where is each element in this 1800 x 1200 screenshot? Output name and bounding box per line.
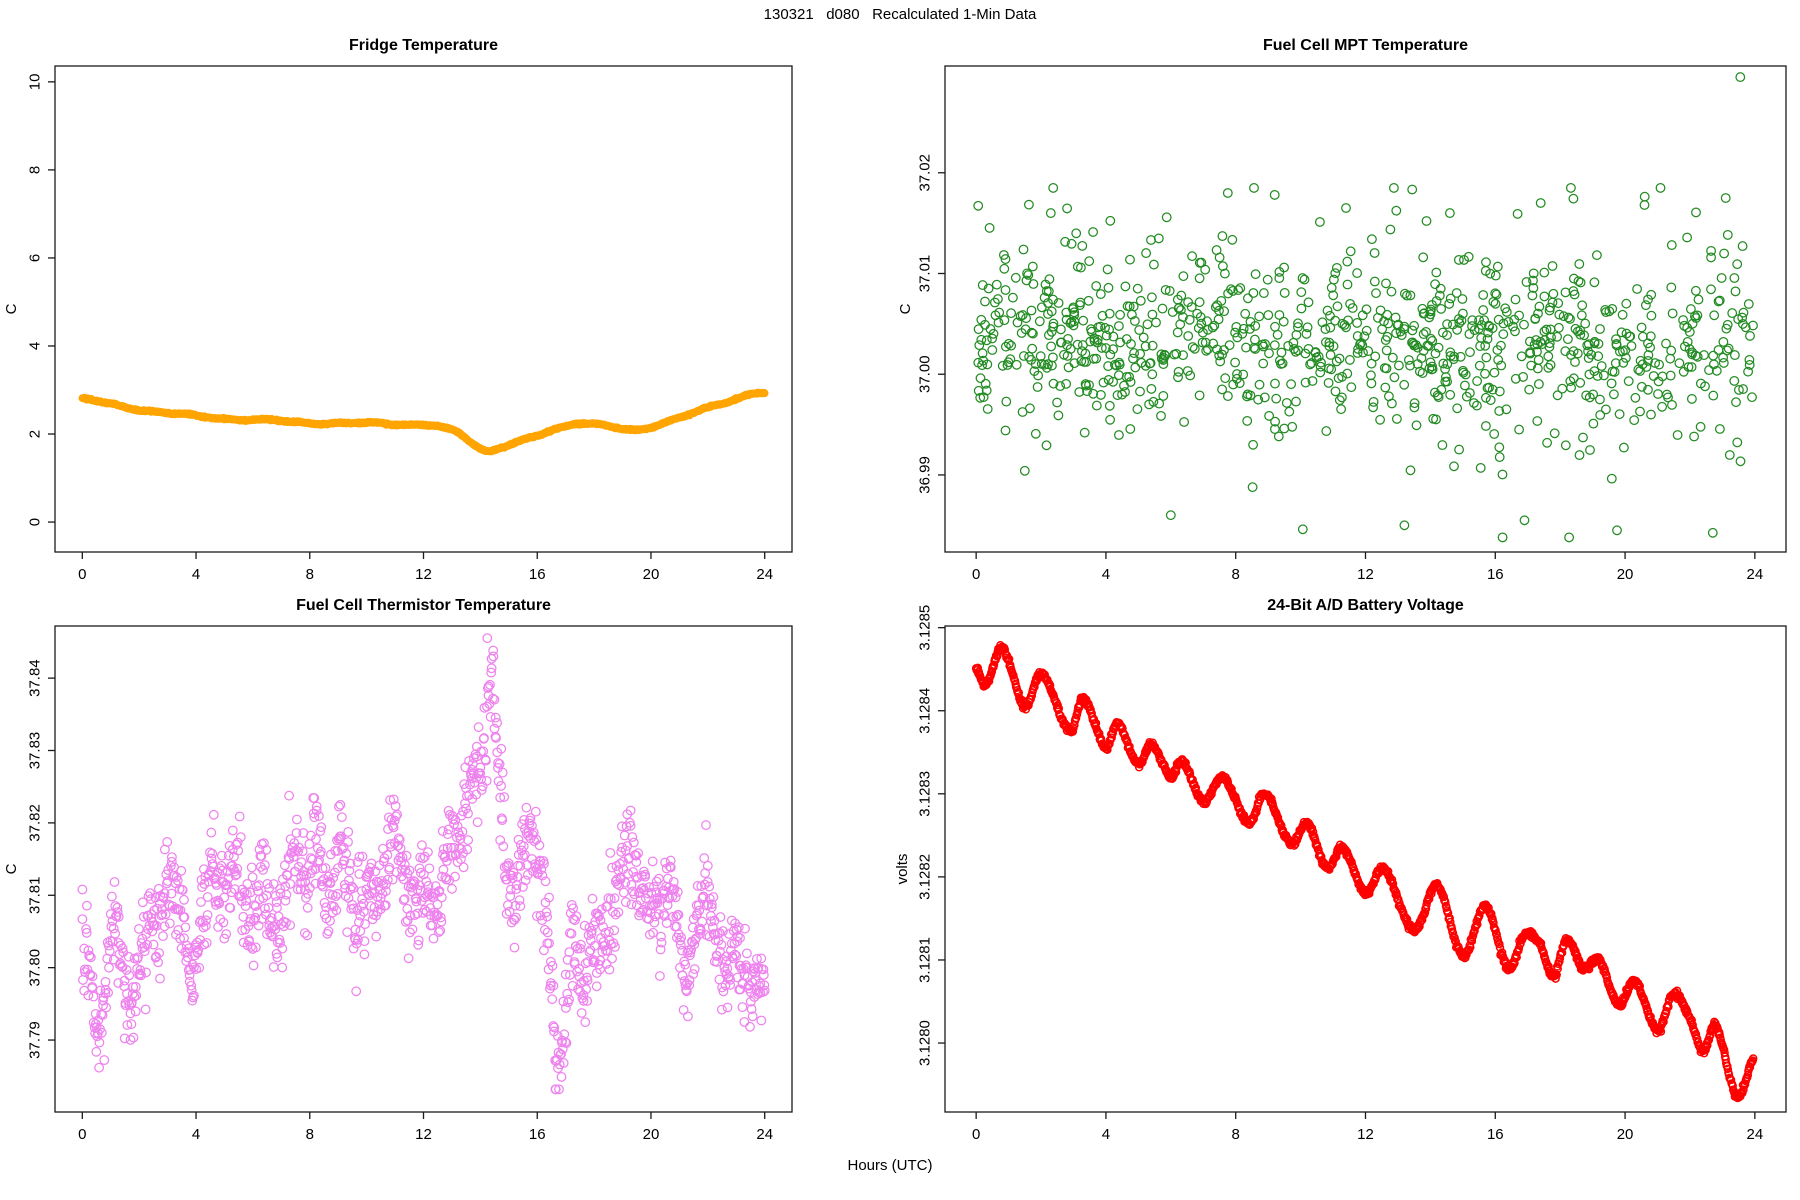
x-tick-label: 16 (1487, 566, 1504, 583)
y-tick-label: 10 (27, 74, 44, 91)
figure-main-title: 130321 d080 Recalculated 1-Min Data (763, 6, 1037, 23)
series-group-top-left (78, 388, 769, 456)
outlier-point (1535, 198, 1546, 208)
x-tick-label: 0 (78, 566, 86, 583)
panel-title-battery-voltage: 24-Bit A/D Battery Voltage (1267, 597, 1464, 614)
y-tick-label: 3.1285 (917, 605, 934, 651)
y-axis-label-fridge: C (3, 303, 20, 315)
x-tick-label: 16 (529, 566, 546, 583)
outlier-point (1735, 72, 1746, 83)
x-tick-label: 24 (756, 1126, 773, 1143)
y-tick-label: 37.79 (27, 1021, 44, 1059)
axis-group-top-right: 0 4 8 12 16 20 24 36.99 37.00 37.01 37.02 (917, 65, 1787, 583)
x-tick-label: 16 (529, 1126, 546, 1143)
x-tick-label: 4 (192, 1126, 200, 1143)
x-tick-label: 0 (972, 566, 980, 583)
y-axis-label-volts: volts (894, 853, 911, 885)
x-tick-label: 4 (1102, 1126, 1110, 1143)
x-tick-label: 8 (1232, 1126, 1240, 1143)
y-tick-label: 37.01 (917, 255, 934, 293)
y-tick-label: 37.82 (27, 804, 44, 842)
outlier-point (1519, 515, 1530, 526)
x-tick-label: 4 (1102, 566, 1110, 583)
y-tick-label: 37.81 (27, 877, 44, 915)
y-tick-label: 4 (27, 342, 44, 350)
panel-title-fuel-cell-mpt-temperature: Fuel Cell MPT Temperature (1262, 37, 1469, 54)
y-axis-label-thermistor: C (3, 863, 20, 875)
outlier-point (1399, 520, 1410, 531)
panel-title-fridge-temperature: Fridge Temperature (348, 37, 499, 54)
y-axis-label-mpt: C (897, 303, 914, 315)
series-group-top-right (973, 72, 1758, 543)
x-tick-label: 20 (1617, 566, 1634, 583)
outlier-point (1720, 193, 1731, 203)
y-tick-label: 3.1280 (917, 1020, 934, 1066)
x-tick-label: 16 (1487, 1126, 1504, 1143)
x-tick-label: 4 (192, 566, 200, 583)
y-tick-label: 3.1283 (917, 771, 934, 817)
outlier-point (1165, 510, 1176, 521)
y-tick-label: 3.1281 (917, 937, 934, 983)
outlier-point (1444, 208, 1455, 219)
x-tick-label: 24 (1747, 1126, 1764, 1143)
y-tick-label: 2 (27, 430, 44, 438)
x-tick-label: 24 (1747, 566, 1764, 583)
x-tick-label: 24 (756, 566, 773, 583)
x-tick-label: 8 (306, 1126, 314, 1143)
y-tick-label: 37.00 (917, 355, 934, 393)
axis-group-bottom-left: 0 4 8 12 16 20 24 37.79 37.80 37.81 37.82 37.83 37.8… (27, 625, 793, 1143)
x-tick-label: 12 (1357, 566, 1374, 583)
x-tick-label: 20 (643, 1126, 660, 1143)
outlier-point (1269, 189, 1280, 200)
y-tick-label: 6 (27, 254, 44, 262)
x-tick-label: 0 (972, 1126, 980, 1143)
x-tick-label: 8 (1232, 566, 1240, 583)
panel-title-fuel-cell-thermistor-temperature: Fuel Cell Thermistor Temperature (296, 597, 551, 614)
outlier-point (1045, 208, 1056, 219)
y-tick-label: 37.02 (917, 154, 934, 192)
x-tick-label: 8 (306, 566, 314, 583)
x-tick-label: 12 (415, 1126, 432, 1143)
y-tick-label: 37.84 (27, 659, 44, 697)
y-tick-label: 0 (27, 518, 44, 526)
y-tick-label: 8 (27, 166, 44, 174)
x-tick-label: 20 (1617, 1126, 1634, 1143)
y-tick-label: 37.80 (27, 949, 44, 987)
x-tick-label: 0 (78, 1126, 86, 1143)
outlier-point (1341, 203, 1351, 213)
y-tick-label: 36.99 (917, 456, 934, 494)
axis-group-bottom-right: 0 4 8 12 16 20 24 3.1280 3.1281 3.1282 3.1283 3.128… (917, 605, 1787, 1143)
series-group-bottom-left (77, 633, 770, 1095)
y-tick-label: 3.1282 (917, 854, 934, 900)
x-tick-label: 12 (1357, 1126, 1374, 1143)
outlier-point (1612, 525, 1622, 536)
series-group-bottom-right (971, 640, 1758, 1103)
x-tick-label: 20 (643, 566, 660, 583)
x-tick-label: 12 (415, 566, 432, 583)
y-tick-label: 37.83 (27, 732, 44, 770)
outlier-point (1639, 200, 1650, 210)
y-tick-label: 3.1284 (917, 688, 934, 734)
x-axis-label: Hours (UTC) (847, 1157, 933, 1174)
